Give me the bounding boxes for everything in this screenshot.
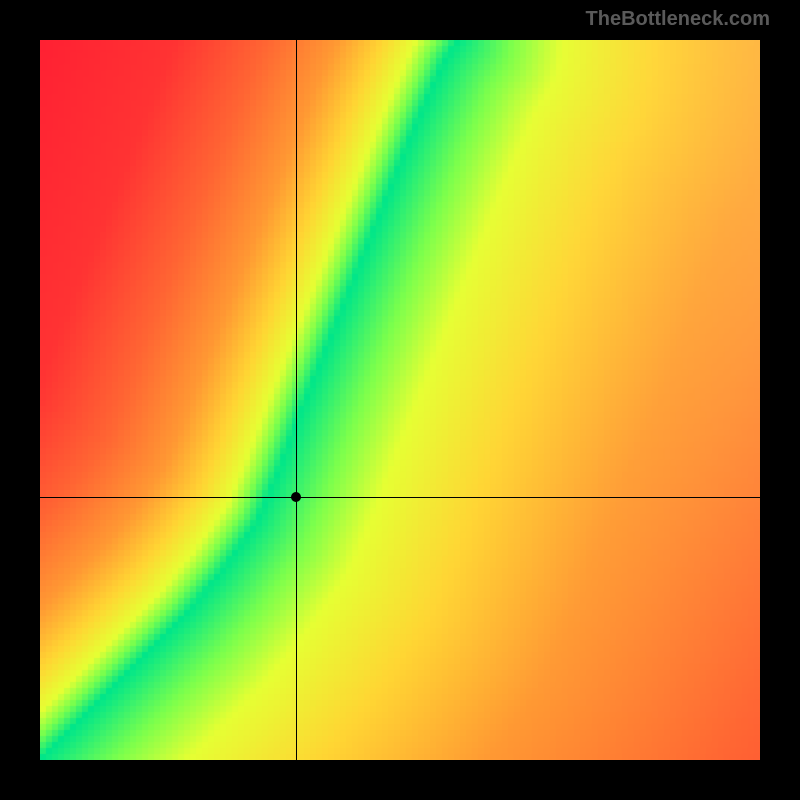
- crosshair-point: [291, 492, 301, 502]
- heatmap-canvas: [40, 40, 760, 760]
- watermark-text: TheBottleneck.com: [586, 8, 770, 31]
- crosshair-vertical: [296, 40, 297, 760]
- heatmap-plot: [40, 40, 760, 760]
- crosshair-horizontal: [40, 497, 760, 498]
